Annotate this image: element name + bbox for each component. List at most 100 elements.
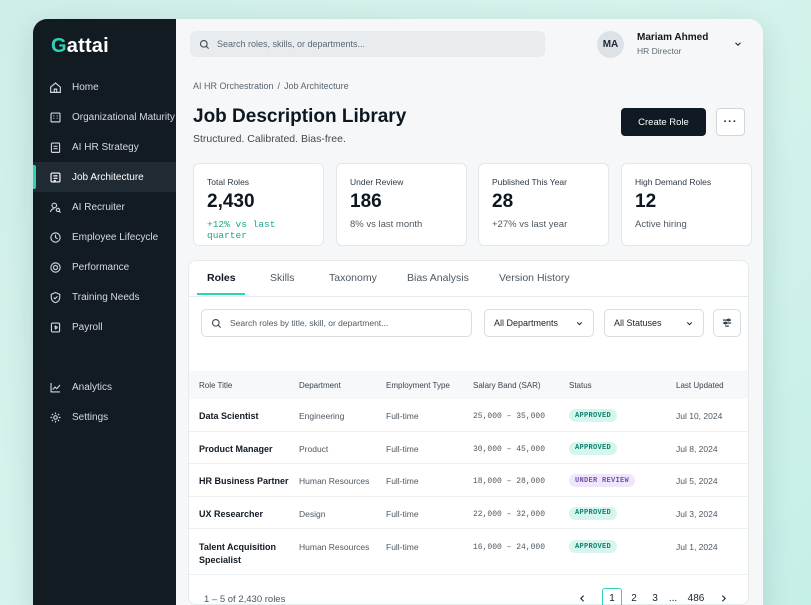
tab-roles[interactable]: Roles	[207, 272, 236, 284]
target-icon	[49, 261, 62, 274]
stat-card-under-review: Under Review 186 8% vs last month	[336, 163, 467, 246]
table-row[interactable]: HR Business Partner Human Resources Full…	[189, 464, 748, 497]
role-salary: 22,000 – 32,000	[473, 509, 546, 519]
chart-icon	[49, 381, 62, 394]
chevron-right-icon	[721, 594, 726, 602]
sidebar-item-job-architecture[interactable]: Job Architecture	[33, 162, 176, 192]
role-title[interactable]: HR Business Partner	[199, 476, 289, 487]
column-header[interactable]: Last Updated	[676, 381, 724, 390]
breadcrumb-item-job-architecture[interactable]: Job Architecture	[284, 81, 349, 91]
status-badge: APPROVED	[569, 409, 618, 422]
sidebar-item-home[interactable]: Home	[33, 72, 176, 102]
role-updated: Jul 10, 2024	[676, 411, 723, 421]
user-name: Mariam Ahmed	[637, 32, 709, 43]
filter-button[interactable]	[713, 309, 741, 337]
role-title[interactable]: Data Scientist	[199, 411, 259, 421]
wallet-icon	[49, 321, 62, 334]
page-subtitle: Structured. Calibrated. Bias-free.	[193, 133, 346, 145]
stat-trend: 8% vs last month	[350, 219, 423, 230]
breadcrumb-item-ai-hr-orchestration[interactable]: AI HR Orchestration	[193, 81, 274, 91]
chevron-down-icon[interactable]	[733, 39, 743, 49]
sidebar-item-ai-recruiter[interactable]: AI Recruiter	[33, 192, 176, 222]
building-icon	[49, 111, 62, 124]
roles-search-input[interactable]	[230, 318, 460, 328]
next-page-button[interactable]	[716, 588, 730, 605]
role-salary: 16,000 – 24,000	[473, 543, 546, 553]
table-row[interactable]: Data Scientist Engineering Full-time 25,…	[189, 399, 748, 432]
sidebar-item-employee-lifecycle[interactable]: Employee Lifecycle	[33, 222, 176, 252]
sidebar-item-performance[interactable]: Performance	[33, 252, 176, 282]
column-header[interactable]: Salary Band (SAR)	[473, 381, 541, 390]
stat-trend: Active hiring	[635, 219, 687, 230]
briefcase-icon	[49, 171, 62, 184]
sidebar-item-organizational-maturity[interactable]: Organizational Maturity	[33, 102, 176, 132]
roles-search[interactable]	[201, 309, 472, 337]
table-row[interactable]: UX Researcher Design Full-time 22,000 – …	[189, 497, 748, 530]
home-icon	[49, 81, 62, 94]
sidebar-item-analytics[interactable]: Analytics	[33, 372, 176, 402]
page-486-button[interactable]: 486	[687, 592, 705, 604]
column-header[interactable]: Role Title	[199, 381, 233, 390]
stat-card-total-roles: Total Roles 2,430 +12% vs last quarter	[193, 163, 324, 246]
stat-label: High Demand Roles	[635, 177, 712, 187]
column-header[interactable]: Employment Type	[386, 381, 450, 390]
role-department: Human Resources	[299, 476, 370, 487]
role-department: Design	[299, 508, 326, 519]
page-2-button[interactable]: 2	[631, 592, 637, 604]
page-3-button[interactable]: 3	[652, 592, 658, 604]
role-type: Full-time	[386, 443, 419, 454]
stat-card-published-this-year: Published This Year 28 +27% vs last year	[478, 163, 609, 246]
stat-card-high-demand-roles: High Demand Roles 12 Active hiring	[621, 163, 752, 246]
sidebar-item-ai-hr-strategy[interactable]: AI HR Strategy	[33, 132, 176, 162]
app-window: Gattai Home Organizational Maturity AI H…	[33, 19, 763, 605]
role-title[interactable]: UX Researcher	[199, 508, 264, 519]
create-role-button[interactable]: Create Role	[621, 108, 706, 136]
department-select[interactable]: All Departments	[484, 309, 594, 337]
table-row[interactable]: Product Manager Product Full-time 30,000…	[189, 432, 748, 465]
column-header[interactable]: Status	[569, 381, 592, 390]
role-title[interactable]: Product Manager	[199, 443, 273, 454]
chevron-down-icon	[686, 321, 693, 325]
avatar[interactable]: MA	[597, 31, 624, 58]
pagination-ellipsis: ...	[668, 592, 678, 604]
stat-trend: +12% vs last quarter	[207, 219, 276, 241]
sidebar-item-training-needs[interactable]: Training Needs	[33, 282, 176, 312]
stat-label: Under Review	[350, 177, 404, 187]
table-row[interactable]: Talent Acquisition Specialist Human Reso…	[189, 529, 748, 576]
user-role: HR Director	[637, 46, 682, 56]
tab-taxonomy[interactable]: Taxonomy	[329, 272, 377, 284]
role-department: Product	[299, 443, 329, 454]
active-tab-indicator	[197, 293, 245, 295]
stat-label: Published This Year	[492, 177, 567, 187]
sidebar-item-settings[interactable]: Settings	[33, 402, 176, 432]
prev-page-button[interactable]	[575, 588, 589, 605]
status-badge: UNDER REVIEW	[569, 474, 636, 488]
role-type: Full-time	[386, 542, 419, 553]
role-title[interactable]: Talent Acquisition Specialist	[199, 542, 277, 566]
column-header[interactable]: Department	[299, 381, 341, 390]
cycle-icon	[49, 231, 62, 244]
clipboard-icon	[49, 141, 62, 154]
role-salary: 30,000 – 45,000	[473, 444, 546, 454]
global-search[interactable]	[190, 31, 545, 57]
pagination-summary: 1 – 5 of 2,430 roles	[204, 594, 286, 605]
table-header: Role Title Department Employment Type Sa…	[189, 371, 748, 399]
stat-label: Total Roles	[207, 177, 250, 187]
sidebar-item-payroll[interactable]: Payroll	[33, 312, 176, 342]
roles-panel: Roles Skills Taxonomy Bias Analysis Vers…	[188, 260, 749, 605]
tab-bias-analysis[interactable]: Bias Analysis	[407, 272, 469, 284]
status-select[interactable]: All Statuses	[604, 309, 704, 337]
stat-value: 186	[350, 191, 382, 212]
more-options-button[interactable]: ···	[716, 108, 745, 136]
role-type: Full-time	[386, 508, 419, 519]
global-search-input[interactable]	[217, 39, 517, 49]
stat-value: 2,430	[207, 191, 255, 212]
role-department: Engineering	[299, 411, 345, 421]
user-search-icon	[49, 201, 62, 214]
logo: Gattai	[51, 35, 109, 57]
tab-skills[interactable]: Skills	[270, 272, 295, 284]
role-salary: 25,000 – 35,000	[473, 412, 546, 421]
page-title: Job Description Library	[193, 106, 407, 127]
page-1-button[interactable]: 1	[602, 588, 622, 605]
tab-version-history[interactable]: Version History	[499, 272, 570, 284]
